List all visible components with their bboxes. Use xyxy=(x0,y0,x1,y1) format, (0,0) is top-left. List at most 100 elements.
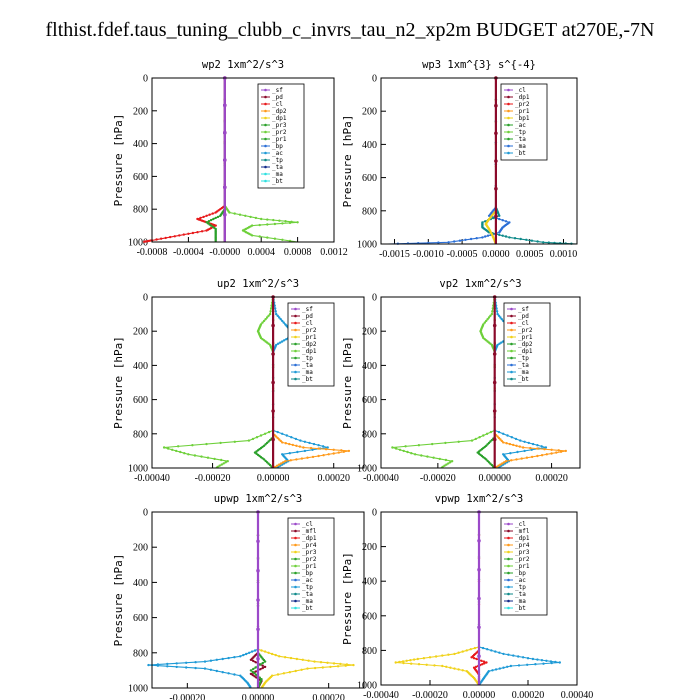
series-marker xyxy=(143,240,146,243)
series-marker xyxy=(169,235,172,239)
legend-marker xyxy=(510,321,513,325)
series-marker xyxy=(253,649,257,652)
series-marker xyxy=(303,449,307,453)
series-marker xyxy=(260,649,263,652)
series-marker xyxy=(264,459,267,463)
series-marker xyxy=(218,464,221,467)
legend-label: _tp xyxy=(515,584,526,591)
series-marker xyxy=(523,440,526,443)
series-marker xyxy=(495,310,499,313)
series-marker xyxy=(486,648,489,651)
series-marker xyxy=(475,657,478,661)
y-tick-label: 0 xyxy=(372,508,377,519)
legend-label: _bt xyxy=(302,376,313,383)
series-marker xyxy=(268,463,272,467)
series-marker xyxy=(207,220,211,223)
legend-marker xyxy=(264,102,267,106)
legend-marker xyxy=(510,377,513,381)
legend-marker xyxy=(507,151,510,155)
y-tick-label: 400 xyxy=(362,361,377,372)
legend-marker xyxy=(294,606,297,610)
series-marker xyxy=(525,238,528,241)
series-marker xyxy=(233,656,236,659)
series-marker xyxy=(431,442,434,446)
series-marker xyxy=(472,657,476,660)
series-marker xyxy=(256,539,260,544)
legend-label: _pr2 xyxy=(515,556,530,563)
page-title: flthist.fdef.taus_tuning_clubb_c_invrs_t… xyxy=(46,19,655,41)
series-marker xyxy=(490,438,494,442)
y-tick-label: 400 xyxy=(133,578,148,589)
series-marker xyxy=(492,409,497,413)
series-marker xyxy=(258,235,261,238)
series-marker xyxy=(167,447,170,450)
series-marker xyxy=(531,442,535,446)
x-tick-label: -0.0015 xyxy=(379,249,410,260)
series-marker xyxy=(228,211,231,214)
series-marker xyxy=(227,672,230,675)
series-marker xyxy=(205,214,208,217)
y-tick-label: 800 xyxy=(133,429,148,440)
series-marker xyxy=(285,338,288,341)
series-marker xyxy=(497,464,500,467)
series-marker xyxy=(239,655,242,658)
legend-label: _ta xyxy=(302,591,313,598)
series-marker xyxy=(203,667,207,670)
series-marker xyxy=(412,658,416,661)
series-marker xyxy=(484,220,487,223)
series-marker xyxy=(254,216,258,220)
series-marker xyxy=(515,444,518,447)
series-marker xyxy=(203,660,207,663)
series-marker xyxy=(332,662,336,665)
series-marker xyxy=(527,441,530,445)
legend-label: _sf xyxy=(302,306,313,313)
series-marker xyxy=(279,439,282,443)
y-axis-label: Pressure [hPa] xyxy=(341,552,354,645)
series-marker xyxy=(178,234,181,237)
series-marker xyxy=(276,430,279,434)
x-tick-label: -0.0008 xyxy=(137,247,168,258)
series-marker xyxy=(253,675,256,678)
legend-marker xyxy=(507,130,510,134)
series-marker xyxy=(223,212,227,217)
series-marker xyxy=(254,670,257,673)
legend-label: _ma xyxy=(302,598,313,605)
series-marker xyxy=(494,131,498,136)
series-marker xyxy=(193,454,197,457)
series-marker xyxy=(263,660,267,663)
series-marker xyxy=(502,652,505,656)
series-marker xyxy=(458,239,462,242)
series-marker xyxy=(268,312,272,316)
legend-marker xyxy=(507,116,510,120)
legend-marker xyxy=(510,349,513,353)
legend-marker xyxy=(264,151,267,155)
legend-marker xyxy=(264,179,267,183)
series-marker xyxy=(265,316,269,319)
series-marker xyxy=(521,656,525,659)
series-marker xyxy=(417,663,421,666)
y-tick-label: 800 xyxy=(362,429,377,440)
series-marker xyxy=(496,312,499,316)
series-marker xyxy=(281,319,284,323)
series-marker xyxy=(457,668,460,671)
series-marker xyxy=(453,652,456,656)
series-marker xyxy=(256,627,260,632)
series-marker xyxy=(492,437,497,442)
legend-marker xyxy=(507,564,510,568)
legend-marker xyxy=(294,356,297,360)
series-marker xyxy=(489,314,492,317)
series-marker xyxy=(175,665,178,669)
series-marker xyxy=(519,439,522,442)
series-marker xyxy=(275,312,278,316)
series-marker xyxy=(267,651,270,654)
y-tick-label: 800 xyxy=(362,646,377,657)
series-marker xyxy=(249,658,253,661)
series-marker xyxy=(504,235,508,238)
series-marker xyxy=(213,457,216,461)
legend-marker xyxy=(507,599,510,603)
series-marker xyxy=(469,237,473,241)
series-marker xyxy=(464,238,467,241)
series-marker xyxy=(457,651,460,654)
y-tick-label: 1000 xyxy=(357,681,377,692)
legend-label: _dp1 xyxy=(515,94,530,101)
